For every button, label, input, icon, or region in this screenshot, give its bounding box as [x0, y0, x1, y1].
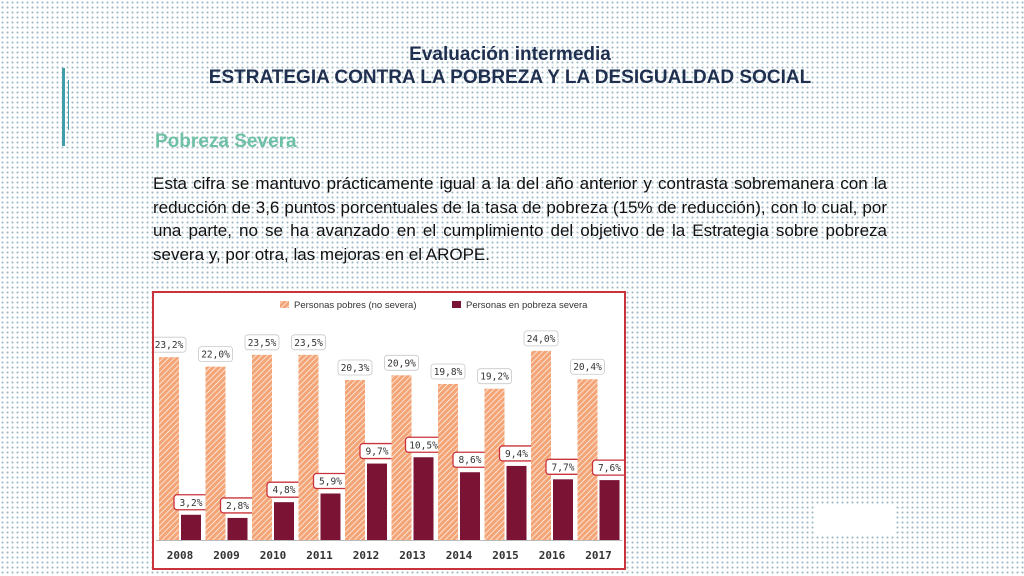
title-line-2: ESTRATEGIA CONTRA LA POBREZA Y LA DESIGU…	[208, 67, 812, 88]
bar-severe-2009	[227, 517, 248, 540]
x-tick-label-2015: 2015	[492, 549, 519, 562]
legend-label-1: Personas en pobreza severa	[466, 300, 588, 311]
data-label-poor-2014: 19,8%	[434, 367, 463, 378]
legend-label-0: Personas pobres (no severa)	[294, 300, 417, 311]
data-label-poor-2015: 19,2%	[480, 372, 509, 383]
data-label-box-poor-2015	[477, 368, 512, 385]
data-label-severe-2011: 5,9%	[319, 477, 342, 488]
x-tick-label-2016: 2016	[539, 549, 566, 562]
x-tick-label-2014: 2014	[446, 549, 473, 562]
x-tick-label-2017: 2017	[585, 549, 612, 562]
accent-bar	[62, 68, 65, 146]
data-label-severe-2017: 7,6%	[598, 463, 621, 474]
data-label-box-poor-2012	[337, 359, 373, 376]
x-tick-label-2013: 2013	[399, 549, 426, 562]
data-label-box-poor-2017	[570, 358, 605, 375]
bar-severe-2010	[274, 502, 294, 540]
bar-severe-2011	[320, 493, 341, 540]
data-label-severe-2013: 10,5%	[409, 440, 438, 451]
data-label-severe-2012: 9,7%	[366, 447, 389, 458]
bar-severe-2017	[599, 480, 620, 540]
legend-swatch-1	[452, 301, 461, 308]
bar-poor-2016	[531, 350, 551, 540]
bar-poor-2012	[345, 380, 365, 540]
title-line-1: Evaluación intermedia	[409, 44, 611, 65]
bar-poor-2017	[577, 379, 598, 540]
data-label-poor-2008: 23,2%	[155, 340, 184, 351]
data-label-severe-2015: 9,4%	[505, 449, 528, 460]
data-label-severe-2009: 2,8%	[226, 501, 249, 512]
data-label-severe-2016: 7,7%	[552, 462, 575, 473]
bar-severe-2016	[553, 479, 573, 540]
data-label-box-poor-2013	[384, 354, 419, 371]
data-label-poor-2011: 23,5%	[294, 338, 323, 349]
data-label-box-poor-2014	[430, 363, 466, 380]
data-label-poor-2009: 22,0%	[201, 350, 230, 361]
bar-severe-2013	[413, 457, 434, 540]
data-label-box-poor-2008	[154, 336, 187, 353]
bar-poor-2013	[391, 375, 412, 540]
bar-poor-2008	[159, 357, 179, 540]
bar-severe-2015	[506, 465, 527, 540]
legend-swatch-0	[280, 301, 289, 308]
bar-severe-2012	[367, 463, 387, 540]
bar-poor-2011	[298, 354, 319, 540]
data-label-box-poor-2016	[523, 330, 559, 347]
bar-poor-2010	[252, 354, 272, 540]
x-tick-label-2012: 2012	[353, 549, 380, 562]
chart-x-axis: 2008 2009 2010 2011 2012 2013 2014 2015 2016 2017	[156, 540, 622, 562]
data-label-box-poor-2009	[198, 346, 233, 363]
bar-poor-2009	[205, 366, 226, 540]
bar-poor-2014	[438, 383, 458, 540]
chart-legend: Personas pobres (no severa) Personas en p…	[280, 300, 588, 311]
data-label-box-severe-2017	[591, 459, 624, 476]
body-paragraph: Esta cifra se mantuvo prácticamente igua…	[153, 174, 887, 264]
x-tick-label-2008: 2008	[167, 549, 194, 562]
blank-box	[814, 504, 896, 536]
chart-frame: Personas pobres (no severa) Personas en p…	[152, 291, 626, 570]
bar-chart: Personas pobres (no severa) Personas en p…	[154, 300, 624, 562]
x-tick-label-2010: 2010	[260, 549, 287, 562]
data-label-poor-2012: 20,3%	[341, 363, 370, 374]
bar-severe-2008	[181, 514, 201, 540]
data-label-poor-2017: 20,4%	[573, 362, 602, 373]
data-label-poor-2013: 20,9%	[387, 358, 416, 369]
data-label-box-poor-2011	[291, 334, 326, 351]
data-label-box-poor-2010	[244, 334, 280, 351]
accent-bar-thin	[68, 80, 69, 130]
bar-severe-2014	[460, 472, 480, 540]
x-tick-label-2009: 2009	[213, 549, 240, 562]
data-label-poor-2010: 23,5%	[248, 338, 277, 349]
data-label-severe-2014: 8,6%	[459, 455, 482, 466]
x-tick-label-2011: 2011	[306, 549, 333, 562]
data-label-severe-2008: 3,2%	[180, 498, 203, 509]
section-subtitle: Pobreza Severa	[155, 131, 297, 152]
data-label-severe-2010: 4,8%	[273, 485, 296, 496]
slide-title: Evaluación intermedia ESTRATEGIA CONTRA …	[120, 44, 900, 90]
chart-bars: 23,2% 3,2% 22,0% 2,8% 23,5% 4,8% 23,5% 5,9% 20,3…	[154, 330, 624, 540]
data-label-poor-2016: 24,0%	[527, 334, 556, 345]
bar-poor-2015	[484, 388, 505, 540]
